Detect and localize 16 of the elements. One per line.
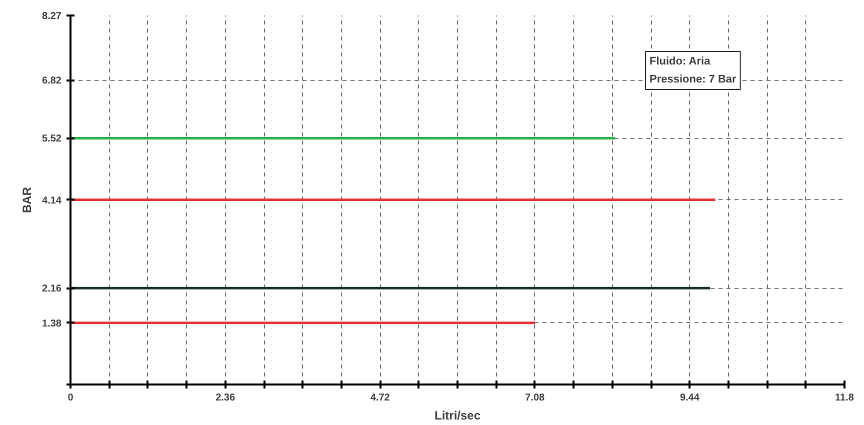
x-tick-label: 7.08 (525, 392, 546, 404)
y-tick-label: 1.38 (42, 318, 62, 330)
y-tick-label: 6.82 (42, 76, 62, 87)
x-tick-label: 2.36 (216, 392, 236, 404)
x-tick-label: 4.72 (370, 392, 390, 404)
x-tick-label: 9.44 (680, 392, 700, 404)
y-tick-label: 2.16 (42, 284, 62, 295)
y-tick-label: 4.14 (42, 195, 62, 206)
y-tick-label: 8.27 (42, 11, 62, 22)
y-axis-title: BAR (20, 186, 34, 213)
y-tick-label: 5.52 (42, 134, 62, 145)
x-tick-label: 11.8 (835, 392, 854, 404)
annotation: Fluido: Aria (650, 56, 712, 68)
annotation: Pressione: 7 Bar (650, 74, 738, 86)
x-axis-title: Litri/sec (434, 408, 481, 422)
x-tick-label: 0 (68, 392, 74, 404)
